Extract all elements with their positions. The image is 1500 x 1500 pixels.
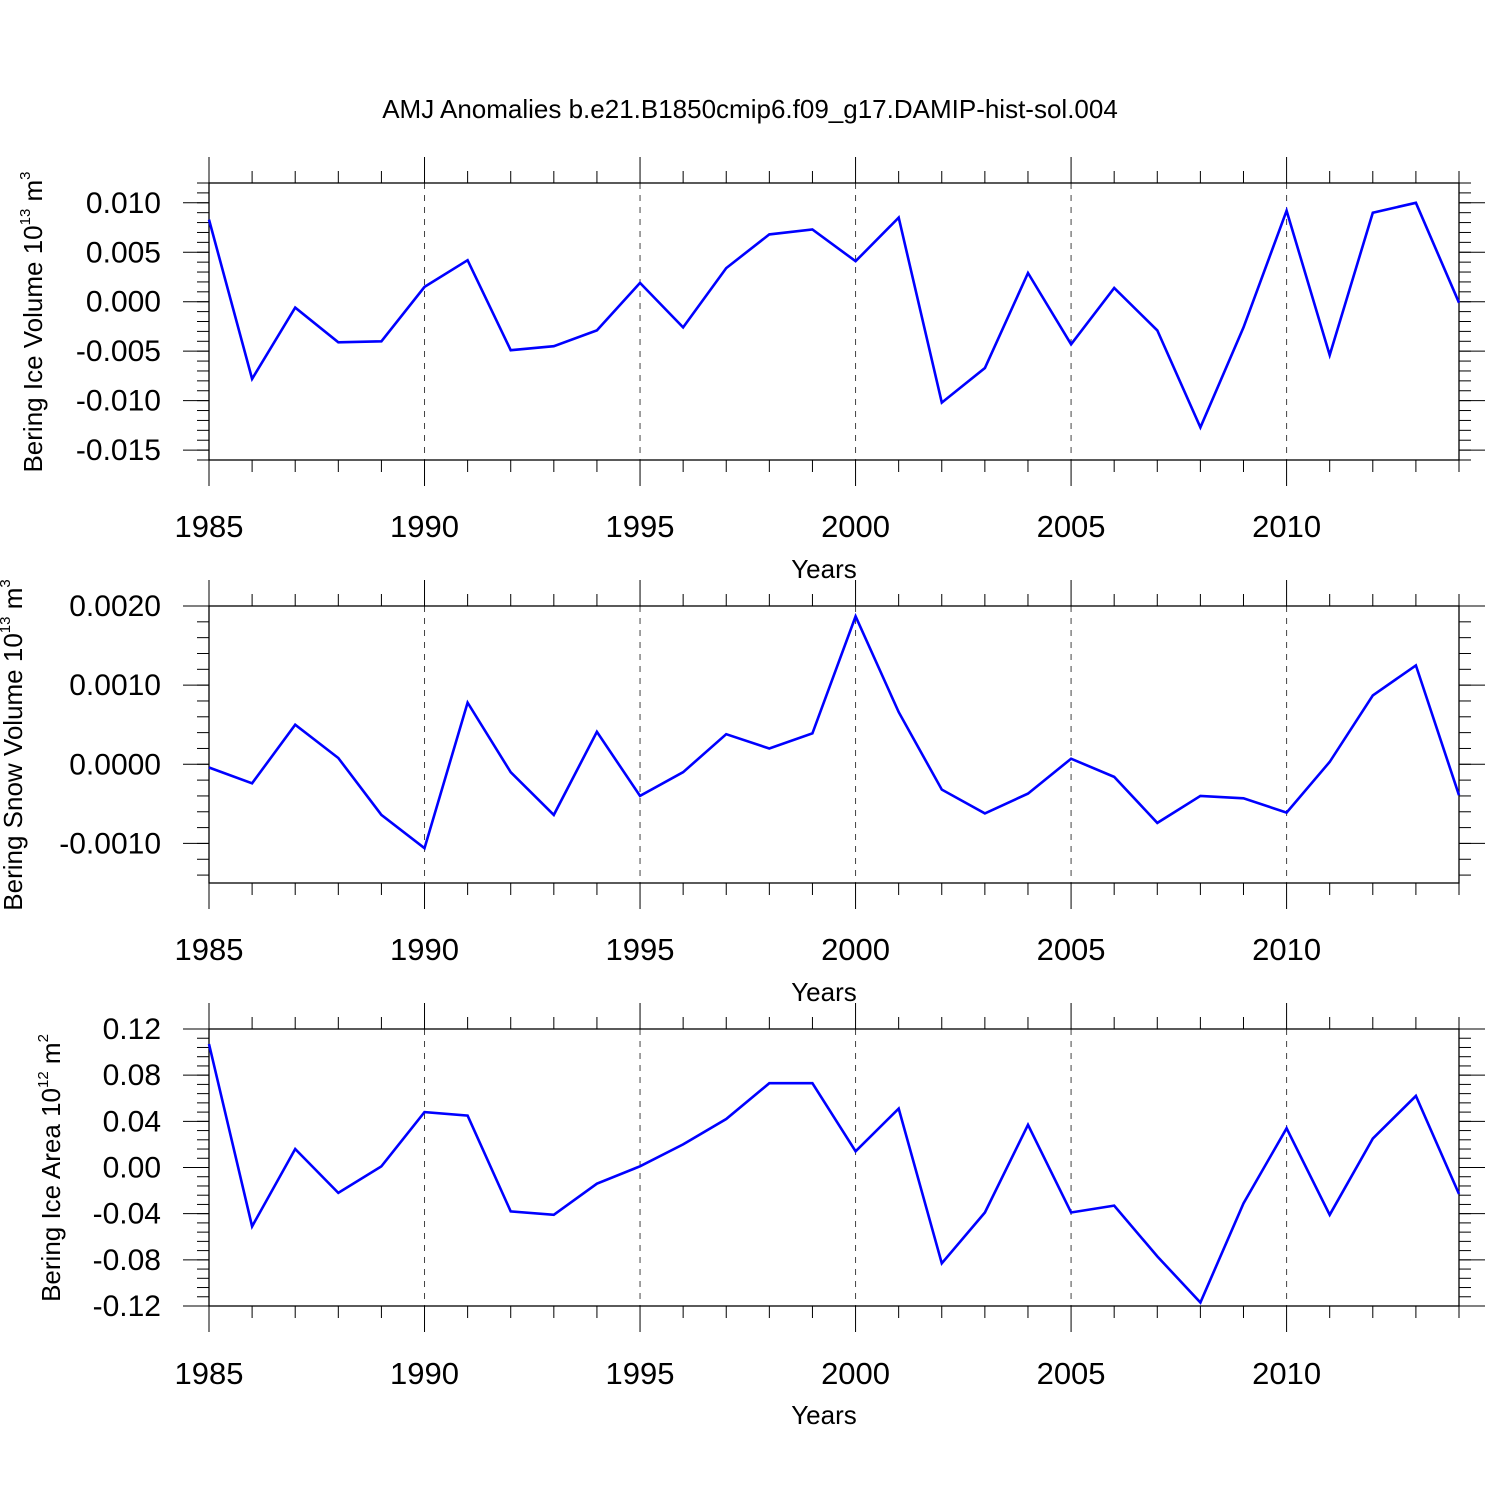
x-axis-label: Years — [791, 554, 857, 584]
y-axis-label-ylabel-text: Bering Ice Area 10 — [36, 1088, 66, 1302]
y-axis-label-ylabel-unit-exp: 2 — [35, 1034, 52, 1042]
chart-title: AMJ Anomalies b.e21.B1850cmip6.f09_g17.D… — [382, 94, 1118, 124]
y-tick-label: 0.000 — [86, 286, 161, 319]
y-axis-label-ylabel-unit: m — [18, 180, 48, 209]
y-axis-label-ylabel-exp: 12 — [35, 1071, 52, 1088]
y-tick-label: -0.04 — [93, 1198, 161, 1231]
x-tick-label: 2000 — [821, 1356, 890, 1391]
x-axis-label: Years — [791, 977, 857, 1007]
y-tick-label: -0.12 — [93, 1290, 161, 1323]
y-tick-label: 0.12 — [103, 1013, 161, 1046]
y-tick-label: 0.00 — [103, 1152, 161, 1185]
y-axis-label: Bering Ice Area 1012 m2 — [35, 1034, 66, 1302]
x-tick-label: 2005 — [1037, 509, 1106, 544]
y-axis-label-ylabel-unit-exp: 3 — [17, 171, 34, 179]
x-tick-label: 2005 — [1037, 932, 1106, 967]
y-axis-label-ylabel-unit: m — [0, 588, 28, 617]
y-axis-label-ylabel-unit: m — [36, 1042, 66, 1071]
plot-frame — [208, 1028, 1460, 1307]
y-tick-label: -0.010 — [76, 385, 161, 418]
y-tick-label: -0.0010 — [59, 827, 161, 860]
y-tick-label: 0.0010 — [69, 669, 161, 702]
y-axis-label-ylabel-exp: 13 — [17, 209, 34, 226]
plot-frame — [208, 605, 1460, 884]
x-tick-label: 2010 — [1252, 932, 1321, 967]
y-axis-label-ylabel-unit-exp: 3 — [0, 579, 14, 587]
x-axis-label: Years — [791, 1400, 857, 1430]
panel-ice-volume: -0.015 -0.010 -0.005 0.000 0.005 0.010 1985 199… — [17, 157, 1485, 584]
x-tick-label: 1990 — [390, 509, 459, 544]
x-tick-label: 1990 — [390, 932, 459, 967]
x-tick-label: 1995 — [606, 509, 675, 544]
y-axis-label-ylabel-exp: 13 — [0, 617, 14, 634]
series-line — [207, 1043, 1461, 1305]
plot-frame — [208, 182, 1460, 461]
panel-snow-volume: -0.0010 0.0000 0.0010 0.0020 1985 1990 1995 200… — [0, 579, 1485, 1007]
y-axis-label: Bering Snow Volume 1013 m3 — [0, 579, 28, 910]
panel-ice-area: -0.12 -0.08 -0.04 0.00 0.04 0.08 0.12 1985 1990 1… — [35, 1003, 1485, 1430]
y-tick-label: 0.08 — [103, 1059, 161, 1092]
y-tick-label: 0.04 — [103, 1105, 161, 1138]
x-tick-label: 1995 — [606, 1356, 675, 1391]
y-axis-label-ylabel-text: Bering Snow Volume 10 — [0, 633, 28, 911]
x-tick-label: 1995 — [606, 932, 675, 967]
y-tick-label: -0.015 — [76, 434, 161, 467]
x-tick-label: 1985 — [175, 932, 244, 967]
y-tick-label: -0.005 — [76, 335, 161, 368]
y-tick-label: -0.08 — [93, 1244, 161, 1277]
x-tick-label: 2000 — [821, 932, 890, 967]
y-axis-label: Bering Ice Volume 1013 m3 — [17, 171, 48, 472]
series-line — [208, 612, 1461, 851]
y-tick-label: 0.010 — [86, 187, 161, 220]
x-tick-label: 2005 — [1037, 1356, 1106, 1391]
y-tick-label: 0.0000 — [69, 748, 161, 781]
x-tick-label: 2010 — [1252, 1356, 1321, 1391]
x-tick-label: 2010 — [1252, 509, 1321, 544]
y-tick-label: 0.005 — [86, 236, 161, 269]
series-line — [207, 201, 1461, 431]
x-tick-label: 1985 — [175, 1356, 244, 1391]
x-tick-label: 2000 — [821, 509, 890, 544]
y-axis-label-ylabel-text: Bering Ice Volume 10 — [18, 225, 48, 472]
y-tick-label: 0.0020 — [69, 590, 161, 623]
x-tick-label: 1990 — [390, 1356, 459, 1391]
x-tick-label: 1985 — [175, 509, 244, 544]
